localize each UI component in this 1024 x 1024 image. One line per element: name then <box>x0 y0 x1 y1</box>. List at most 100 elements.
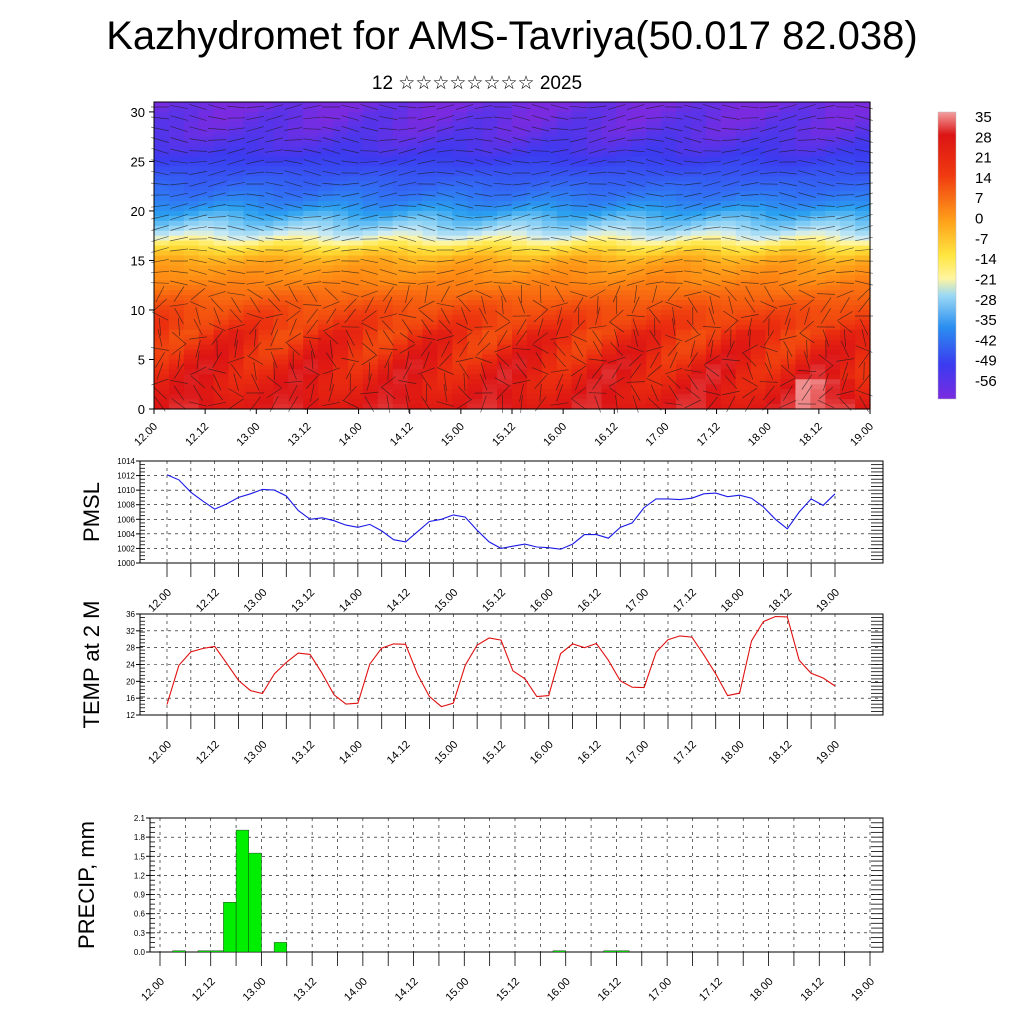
heatmap-cell <box>765 161 782 167</box>
heatmap-cell <box>497 270 513 276</box>
wind-barb <box>474 269 493 275</box>
heatmap-cell <box>840 324 856 331</box>
heatmap-cell <box>213 116 230 123</box>
heatmap-cell <box>362 205 379 212</box>
heatmap-cell <box>228 379 245 385</box>
heatmap-cell <box>258 245 274 252</box>
heatmap-cell <box>646 235 662 242</box>
heatmap-cell <box>213 102 230 108</box>
heatmap-cell <box>377 186 394 192</box>
heatmap-cell <box>646 324 662 331</box>
heatmap-cell <box>765 146 782 153</box>
wind-barb <box>702 138 721 142</box>
heatmap-cell <box>512 324 528 331</box>
heatmap-cell <box>601 369 618 375</box>
heatmap-cell <box>526 255 543 262</box>
heatmap-cell <box>347 399 364 405</box>
wind-barb <box>360 150 379 152</box>
heatmap-cell <box>452 235 468 242</box>
heatmap-cell <box>646 121 662 128</box>
colorbar-label: -14 <box>975 251 997 268</box>
heatmap-cell <box>288 116 304 123</box>
wind-barb <box>609 321 625 333</box>
heatmap-cell <box>825 334 841 341</box>
heatmap-cell <box>840 156 856 163</box>
heatmap-cell <box>750 245 767 252</box>
wind-barb <box>322 147 340 155</box>
heatmap-cell <box>198 314 215 321</box>
heatmap-cell <box>198 329 215 336</box>
heatmap-cell <box>288 151 304 158</box>
heatmap-cell <box>228 191 245 197</box>
wind-barb <box>607 280 626 286</box>
wind-barb <box>550 336 569 340</box>
wind-barb <box>477 330 490 346</box>
heatmap-cell <box>556 181 573 187</box>
heatmap-cell <box>168 305 185 311</box>
heatmap-cell <box>347 196 364 202</box>
wind-barb <box>341 115 359 121</box>
heatmap-cell <box>168 285 185 291</box>
heatmap-cell <box>691 116 707 123</box>
heatmap-cell <box>198 205 215 212</box>
heatmap-cell <box>303 225 319 232</box>
wind-barb <box>379 104 398 110</box>
wind-barb <box>512 347 531 351</box>
wind-barb <box>817 170 835 176</box>
wind-barb <box>322 126 341 132</box>
heatmap-cell <box>228 220 245 227</box>
heatmap-cell <box>810 250 826 257</box>
heatmap-cell <box>646 364 662 370</box>
wind-barb <box>569 205 588 207</box>
heatmap-cell <box>795 215 811 222</box>
wind-barb <box>569 282 588 284</box>
wind-barb <box>797 139 816 141</box>
heatmap-cell <box>452 384 468 390</box>
wind-barb <box>265 115 283 121</box>
heatmap-cell <box>735 295 752 301</box>
heatmap-cell <box>676 324 692 331</box>
wind-barb <box>515 330 528 346</box>
heatmap-cell <box>840 230 856 237</box>
wind-barb <box>798 268 816 276</box>
heatmap-cell <box>631 309 647 316</box>
wind-barb <box>380 376 396 388</box>
heatmap-cell <box>213 225 230 232</box>
wind-barb <box>208 159 226 165</box>
heatmap-cell <box>183 106 200 113</box>
heatmap-cell <box>467 176 483 182</box>
heatmap-cell <box>422 240 439 247</box>
wind-barb <box>322 236 340 242</box>
wind-barb <box>401 297 413 313</box>
heatmap-cell <box>556 359 573 366</box>
heatmap-cell <box>467 245 483 252</box>
heatmap-cell <box>347 121 364 128</box>
heatmap-cell <box>810 344 826 351</box>
heatmap-cell <box>183 116 200 123</box>
heatmap-cell <box>243 230 260 237</box>
heatmap-cell <box>661 374 677 380</box>
heatmap-cell <box>437 364 453 370</box>
wind-barb <box>493 236 512 242</box>
heatmap-cell <box>303 260 319 266</box>
wind-barb <box>664 204 683 208</box>
heatmap-cell <box>228 225 245 232</box>
heatmap-cell <box>825 374 841 380</box>
wind-barb <box>760 203 778 209</box>
heatmap-cell <box>705 280 722 286</box>
heatmap-cell <box>333 339 349 346</box>
heatmap-cell <box>243 334 260 341</box>
heatmap-cell <box>676 260 692 266</box>
wind-barb <box>841 373 849 391</box>
heatmap-cell <box>840 255 856 262</box>
heatmap-cell <box>780 230 797 237</box>
heatmap-cell <box>735 181 752 187</box>
heatmap-cell <box>198 270 215 276</box>
precip-ytick-label: 1.2 <box>134 871 146 880</box>
heatmap-cell <box>676 181 692 187</box>
heatmap-cell <box>541 136 558 143</box>
wind-barb <box>285 300 302 310</box>
wind-barb <box>797 127 816 131</box>
heatmap-cell <box>556 106 573 113</box>
heatmap-cell <box>526 399 543 405</box>
